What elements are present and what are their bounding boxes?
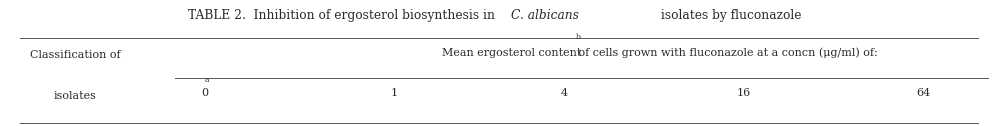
Text: 16: 16 xyxy=(737,88,750,98)
Text: 4: 4 xyxy=(560,88,568,98)
Text: Mean ergosterol content: Mean ergosterol content xyxy=(442,48,581,58)
Text: b: b xyxy=(575,33,580,41)
Text: 1: 1 xyxy=(390,88,398,98)
Text: C. albicans: C. albicans xyxy=(512,9,580,22)
Text: Classification of: Classification of xyxy=(30,50,120,60)
Text: isolates by fluconazole: isolates by fluconazole xyxy=(657,9,801,22)
Text: 64: 64 xyxy=(916,88,930,98)
Text: isolates: isolates xyxy=(54,91,96,101)
Text: a: a xyxy=(205,76,209,84)
Text: TABLE 2.  Inhibition of ergosterol biosynthesis in: TABLE 2. Inhibition of ergosterol biosyn… xyxy=(189,9,499,22)
Text: of cells grown with fluconazole at a concn (μg/ml) of:: of cells grown with fluconazole at a con… xyxy=(576,48,878,58)
Text: 0: 0 xyxy=(201,88,209,98)
